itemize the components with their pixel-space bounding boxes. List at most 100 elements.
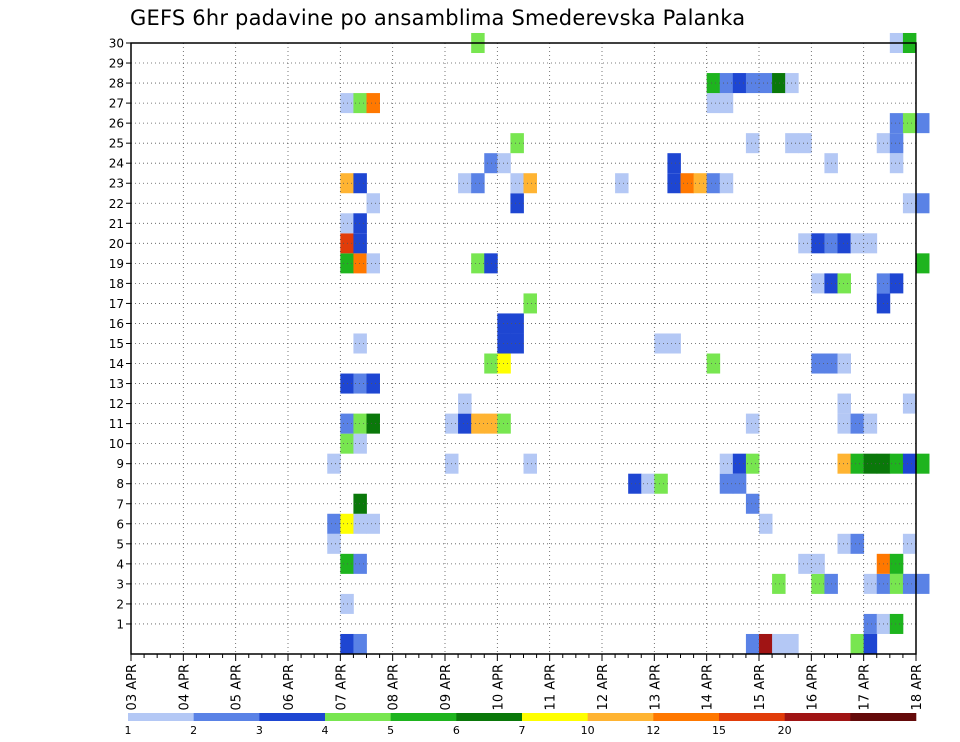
cell-member-20-step-54 — [837, 233, 851, 254]
cell-member-18-step-52 — [811, 273, 825, 294]
cell-member-0-step-47 — [745, 633, 760, 654]
cell-member-26-step-58 — [889, 113, 904, 134]
y-tick-label: 12 — [109, 397, 124, 411]
cell-member-14-step-52 — [811, 353, 825, 374]
colorbar-label: 12 — [646, 724, 660, 737]
cell-member-14-step-27 — [484, 353, 498, 374]
cell-member-25-step-51 — [798, 133, 812, 154]
cell-member-13-step-18 — [366, 373, 380, 394]
cell-member-8-step-40 — [654, 473, 668, 494]
cell-member-23-step-17 — [353, 173, 367, 194]
cell-member-9-step-59 — [902, 453, 917, 474]
cell-member-24-step-27 — [484, 153, 498, 174]
cell-member-19-step-26 — [471, 253, 485, 274]
cell-member-5-step-54 — [837, 533, 851, 554]
cell-member-28-step-49 — [772, 73, 786, 94]
cell-member-25-step-47 — [745, 133, 760, 154]
cell-member-23-step-26 — [471, 173, 485, 194]
x-tick-label: 09 APR — [439, 664, 454, 710]
cell-member-6-step-18 — [366, 513, 380, 534]
colorbar-label: 4 — [322, 724, 329, 737]
cell-member-23-step-29 — [510, 173, 524, 194]
y-tick-label: 26 — [109, 117, 124, 131]
colorbar-segment — [456, 713, 523, 721]
colorbar-label: 20 — [778, 724, 792, 737]
cell-member-28-step-44 — [706, 73, 721, 94]
cell-member-27-step-18 — [366, 93, 380, 114]
cell-member-7-step-17 — [353, 493, 367, 514]
y-tick-label: 11 — [109, 417, 124, 431]
cell-member-9-step-55 — [850, 453, 865, 474]
cell-member-3-step-56 — [863, 573, 878, 594]
cell-member-15-step-40 — [654, 333, 668, 354]
cell-member-19-step-18 — [366, 253, 380, 274]
cell-member-18-step-58 — [889, 273, 904, 294]
colorbar-label: 10 — [581, 724, 595, 737]
cell-member-4-step-51 — [798, 553, 812, 574]
y-tick-label: 20 — [109, 237, 124, 251]
cell-member-8-step-38 — [628, 473, 642, 494]
y-tick-label: 10 — [109, 437, 124, 451]
cell-member-24-step-28 — [497, 153, 511, 174]
x-tick-label: 13 APR — [648, 664, 663, 710]
cell-member-20-step-17 — [353, 233, 367, 254]
colorbar-segment — [850, 713, 917, 721]
x-tick-label: 15 APR — [753, 664, 768, 710]
cell-member-28-step-48 — [759, 73, 773, 94]
x-tick-label: 08 APR — [387, 664, 402, 710]
colorbar-segment — [784, 713, 851, 721]
y-tick-label: 9 — [116, 457, 124, 471]
y-tick-label: 29 — [109, 57, 124, 71]
cell-member-20-step-51 — [798, 233, 812, 254]
colorbar-label: 6 — [453, 724, 460, 737]
x-tick-label: 04 APR — [177, 664, 192, 710]
cell-member-1-step-58 — [889, 613, 904, 634]
colorbar-label: 3 — [256, 724, 263, 737]
cell-member-16-step-28 — [497, 313, 511, 334]
cell-member-23-step-41 — [667, 173, 681, 194]
cell-member-26-step-59 — [902, 113, 917, 134]
y-tick-label: 19 — [109, 257, 124, 271]
y-tick-label: 14 — [109, 357, 124, 371]
cell-member-16-step-29 — [510, 313, 524, 334]
cell-member-15-step-28 — [497, 333, 511, 354]
y-tick-label: 30 — [109, 37, 124, 51]
cell-member-26-step-60 — [916, 113, 930, 134]
cell-member-12-step-25 — [458, 393, 472, 414]
cell-member-5-step-55 — [850, 533, 865, 554]
y-tick-label: 1 — [116, 617, 124, 631]
cell-member-9-step-56 — [863, 453, 878, 474]
cell-member-23-step-30 — [523, 173, 537, 194]
cell-member-11-step-27 — [484, 413, 498, 434]
cell-member-3-step-52 — [811, 573, 825, 594]
y-tick-label: 13 — [109, 377, 124, 391]
cell-member-22-step-59 — [902, 193, 917, 214]
cell-member-23-step-37 — [615, 173, 629, 194]
colorbar-segment — [522, 713, 588, 721]
cell-member-0-step-48 — [759, 633, 773, 654]
y-tick-label: 6 — [116, 517, 124, 531]
y-tick-label: 23 — [109, 177, 124, 191]
cell-member-6-step-15 — [327, 513, 341, 534]
cell-member-11-step-18 — [366, 413, 380, 434]
cell-member-15-step-29 — [510, 333, 524, 354]
cell-member-9-step-30 — [523, 453, 537, 474]
cell-member-11-step-17 — [353, 413, 367, 434]
y-tick-label: 17 — [109, 297, 124, 311]
colorbar-segment — [653, 713, 720, 721]
x-tick-label: 07 APR — [334, 664, 349, 710]
cell-member-7-step-47 — [745, 493, 760, 514]
cell-member-11-step-25 — [458, 413, 472, 434]
y-tick-label: 16 — [109, 317, 124, 331]
cell-member-0-step-17 — [353, 633, 367, 654]
cell-member-24-step-58 — [889, 153, 904, 174]
cell-member-12-step-54 — [837, 393, 851, 414]
cell-member-11-step-54 — [837, 413, 851, 434]
chart-title: GEFS 6hr padavine po ansamblima Smederev… — [130, 6, 746, 30]
cell-member-27-step-44 — [706, 93, 721, 114]
x-tick-label: 06 APR — [282, 664, 297, 710]
cell-member-14-step-44 — [706, 353, 721, 374]
y-tick-label: 28 — [109, 77, 124, 91]
cell-member-11-step-26 — [471, 413, 485, 434]
